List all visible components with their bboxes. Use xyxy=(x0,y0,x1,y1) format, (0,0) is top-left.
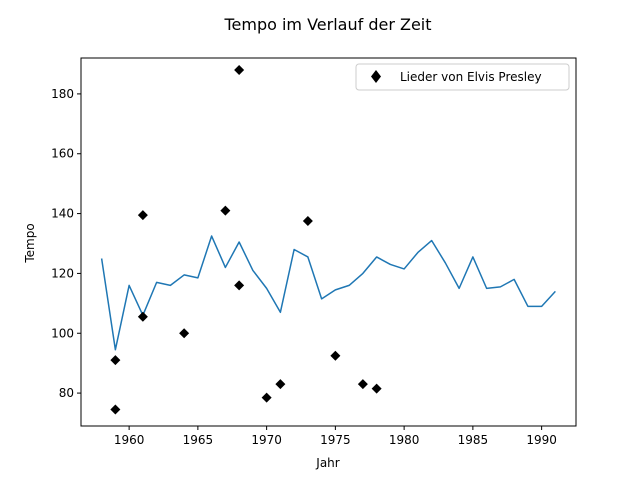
song-point xyxy=(220,205,231,216)
x-tick-label: 1970 xyxy=(251,433,282,447)
song-point xyxy=(261,392,272,403)
x-tick-label: 1980 xyxy=(389,433,420,447)
song-point xyxy=(302,216,313,227)
song-point xyxy=(357,379,368,390)
legend-entry-label: Lieder von Elvis Presley xyxy=(400,70,542,84)
y-tick-label: 80 xyxy=(59,386,74,400)
chart-title: Tempo im Verlauf der Zeit xyxy=(223,15,431,34)
song-point xyxy=(234,64,245,75)
song-point xyxy=(275,379,286,390)
x-tick-label: 1975 xyxy=(320,433,351,447)
song-point xyxy=(110,404,121,415)
y-tick-label: 140 xyxy=(51,207,74,221)
y-tick-label: 180 xyxy=(51,87,74,101)
legend-box xyxy=(355,63,570,91)
song-point xyxy=(234,280,245,291)
x-axis-label: Jahr xyxy=(315,456,339,470)
y-tick-label: 100 xyxy=(51,326,74,340)
song-point xyxy=(137,210,148,221)
y-tick-label: 160 xyxy=(51,147,74,161)
song-point xyxy=(137,311,148,322)
x-tick-label: 1985 xyxy=(458,433,489,447)
x-tick-label: 1990 xyxy=(526,433,557,447)
legend-diamond-marker xyxy=(371,70,381,83)
x-tick-label: 1960 xyxy=(114,433,145,447)
plot-frame xyxy=(80,57,577,427)
song-point xyxy=(330,350,341,361)
legend: Lieder von Elvis Presley xyxy=(355,63,570,91)
x-tick-label: 1965 xyxy=(183,433,214,447)
average-tempo-line xyxy=(100,235,556,351)
y-axis-label: Tempo xyxy=(23,223,37,263)
plot-area: 1960 1965 1970 1975 1980 1985 1990 80 100 120 140 1… xyxy=(51,57,577,447)
song-point xyxy=(110,355,121,366)
y-tick-label: 120 xyxy=(51,266,74,280)
song-point xyxy=(371,383,382,394)
song-point xyxy=(179,328,190,339)
